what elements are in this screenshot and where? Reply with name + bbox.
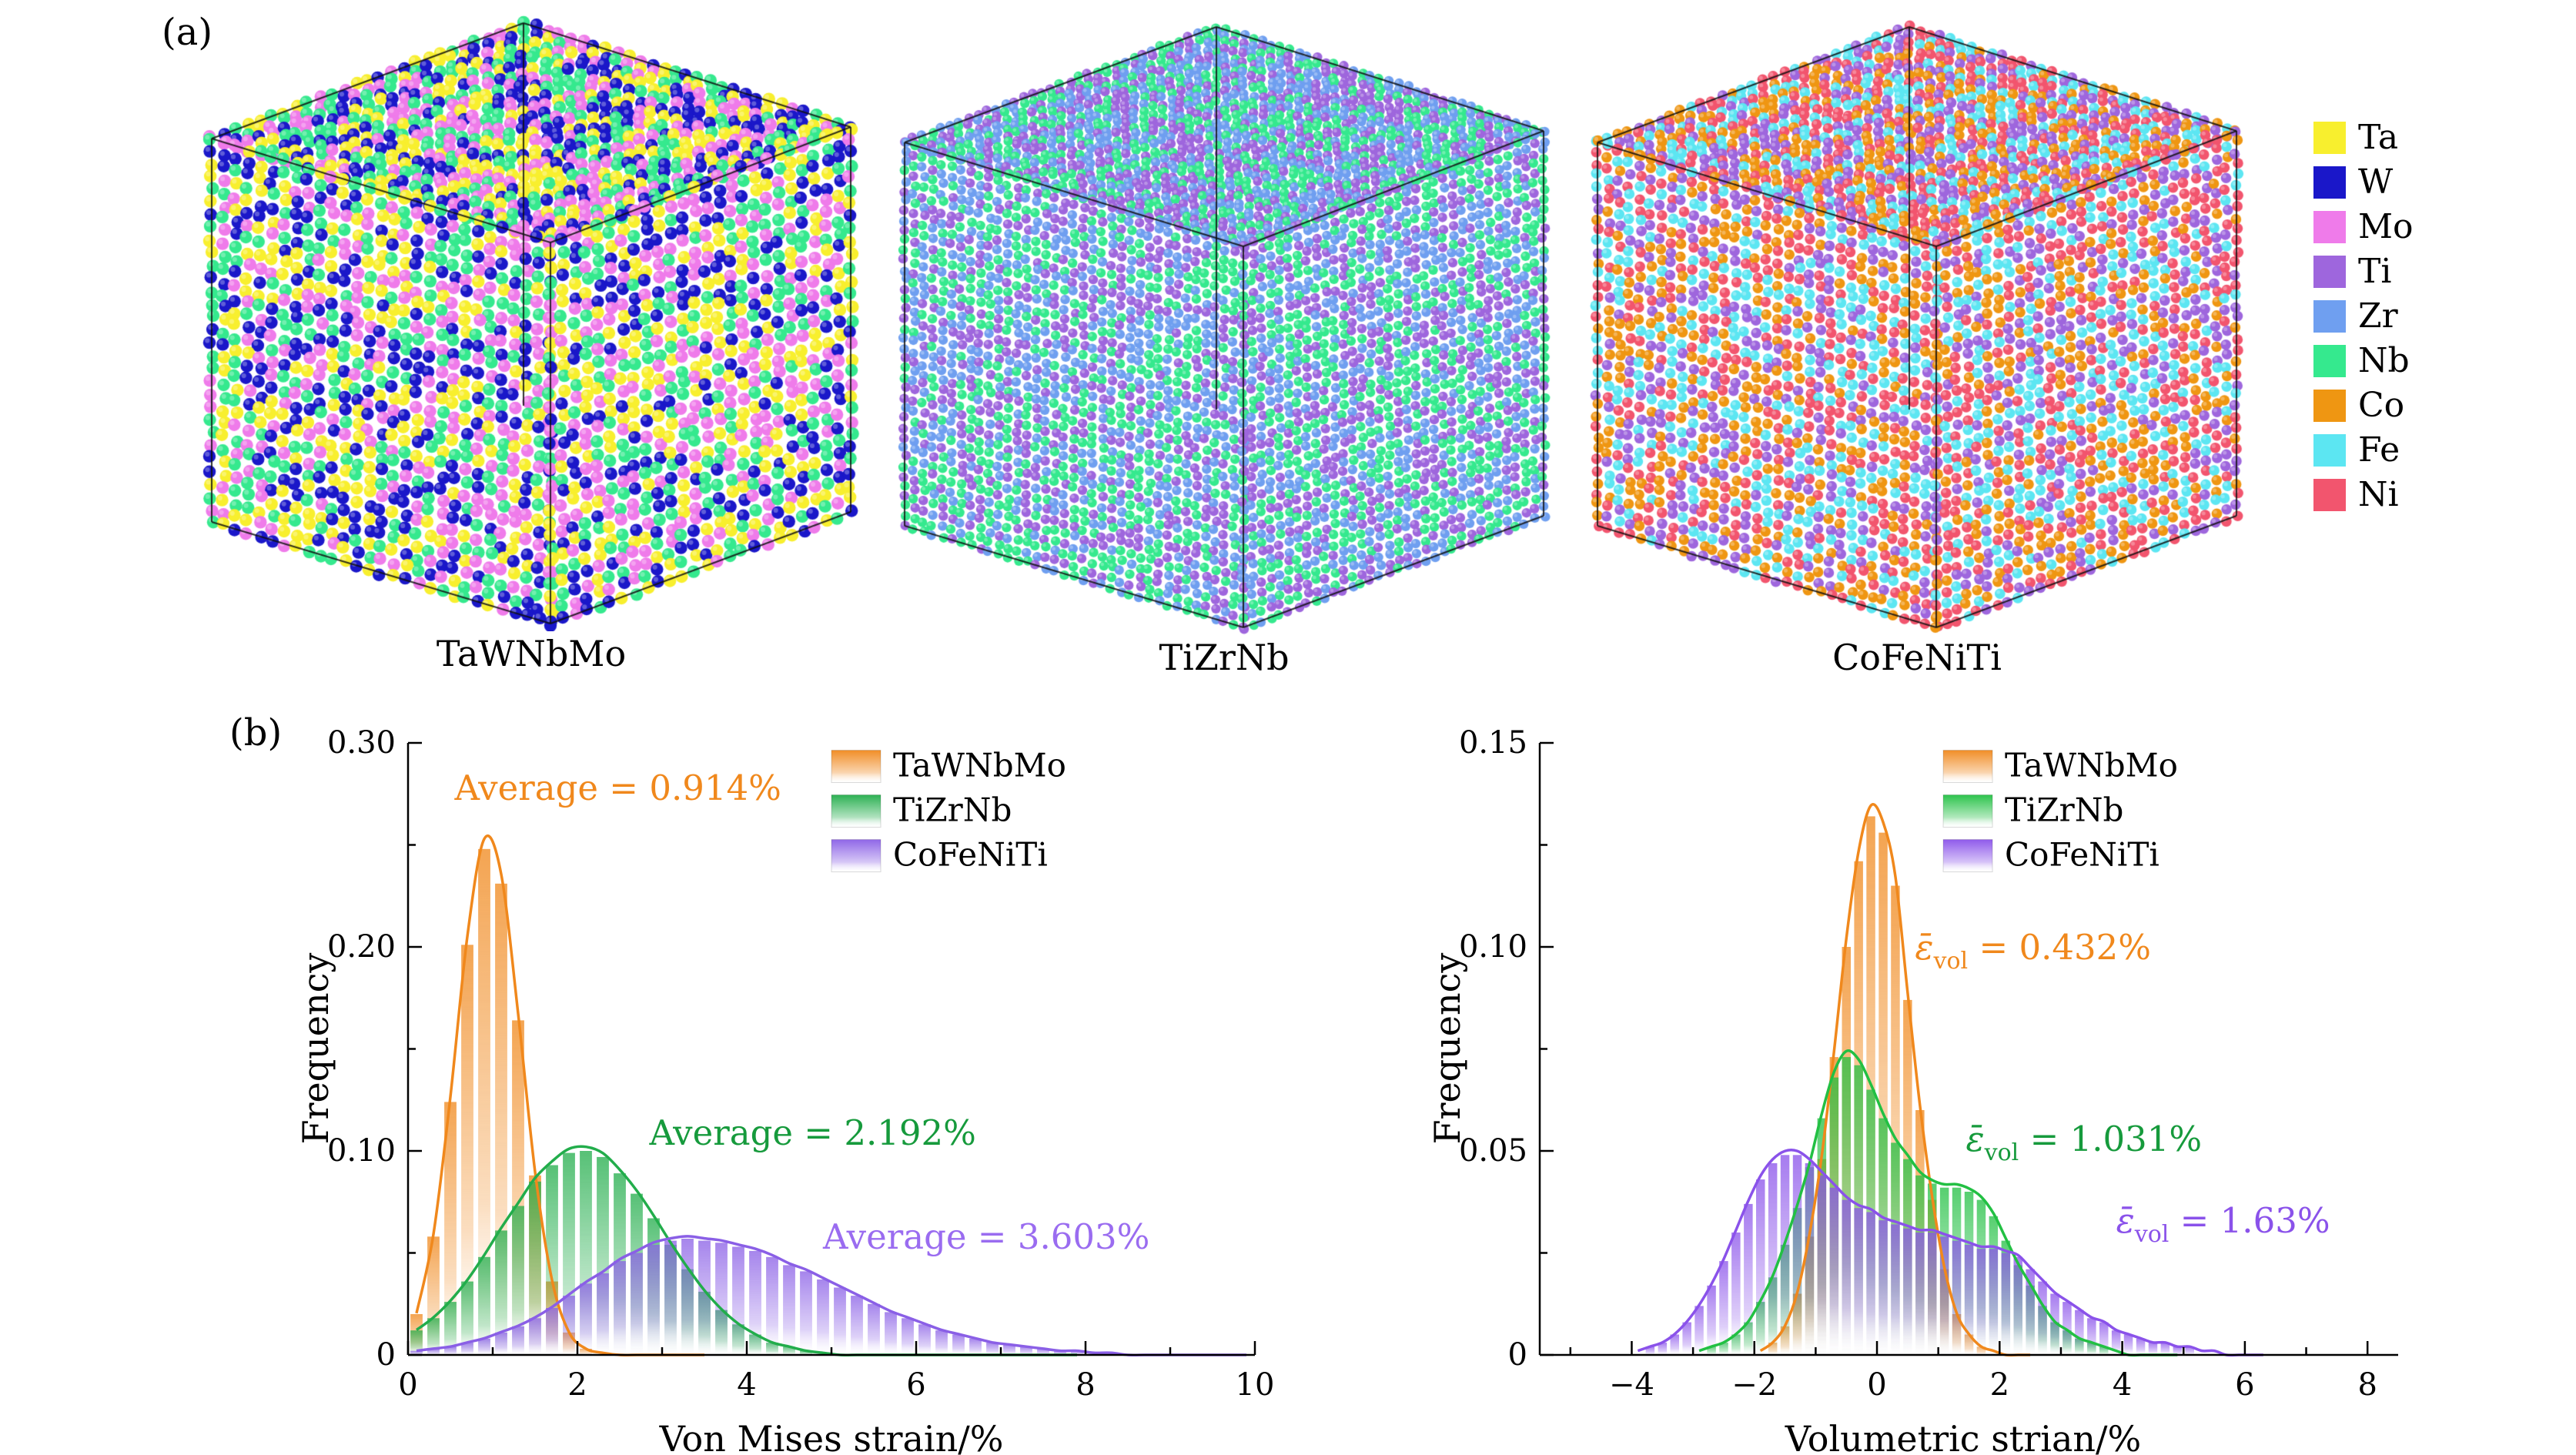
- tick-marks: [406, 741, 1256, 1356]
- element-symbol: Ta: [2358, 118, 2399, 157]
- legend-item-zr: Zr: [2313, 294, 2414, 339]
- volumetric-strain-chart: −4 −2 0 2 4 6 8 0 0.05 0.10 0.15 TaWNbMo TiZrNb CoFeN…: [1424, 716, 2441, 1455]
- distribution-curve-TaWNbMo: [415, 834, 704, 1356]
- element-symbol: Ti: [2358, 252, 2392, 291]
- x-tick-label: −4: [1609, 1367, 1654, 1403]
- tick-labels: 0 2 4 6 8 10 0 0.10 0.20 0.30: [327, 725, 1275, 1403]
- atom-box-canvas-tizrnb: [885, 12, 1563, 635]
- element-symbol: Ni: [2358, 475, 2399, 514]
- element-symbol: Fe: [2358, 430, 2400, 470]
- y-tick-label: 0.10: [1459, 929, 1527, 965]
- element-swatch-ni: [2313, 479, 2346, 511]
- element-swatch-w: [2313, 166, 2346, 199]
- element-symbol: W: [2358, 162, 2394, 202]
- x-tick-label: 2: [567, 1367, 587, 1403]
- annotation-2: Average = 3.603%: [822, 1216, 1149, 1257]
- legend-swatch-TaWNbMo: [1942, 750, 1993, 784]
- distribution-curve-TaWNbMo: [1759, 803, 2031, 1357]
- legend-item-nb: Nb: [2313, 339, 2414, 383]
- legend-label-TiZrNb: TiZrNb: [2005, 791, 2123, 829]
- legend-swatch-TaWNbMo: [831, 750, 882, 784]
- y-tick-label: 0.15: [1459, 725, 1527, 761]
- x-tick-label: −2: [1731, 1367, 1777, 1403]
- legend-swatch-CoFeNiTi: [831, 839, 882, 873]
- atom-box-tawnbmo: TaWNbMo: [192, 8, 870, 674]
- y-tick-label: 0.05: [1459, 1133, 1527, 1169]
- annotation-2: ε̄vol = 1.63%: [2116, 1200, 2330, 1248]
- chart-legend: TaWNbMo TiZrNb CoFeNiTi: [831, 747, 1066, 874]
- distribution-curve-CoFeNiTi: [1637, 1149, 2263, 1357]
- element-legend: Ta W Mo Ti Zr Nb Co Fe Ni: [2313, 115, 2414, 517]
- x-tick-label: 8: [2357, 1367, 2377, 1403]
- atom-box-canvas-cofeniti: [1578, 12, 2256, 635]
- element-symbol: Mo: [2358, 207, 2414, 246]
- legend-swatch-CoFeNiTi: [1942, 839, 1993, 873]
- x-axis-label: Von Mises strain/%: [659, 1418, 1004, 1455]
- y-axis-label: Frequency: [295, 952, 336, 1145]
- x-tick-label: 10: [1236, 1367, 1275, 1403]
- legend-label-TiZrNb: TiZrNb: [893, 791, 1012, 829]
- histogram-bars-CoFeNiTi: [1645, 1155, 2194, 1355]
- legend-swatch-TiZrNb: [831, 794, 882, 828]
- element-swatch-ti: [2313, 256, 2346, 288]
- x-tick-label: 6: [906, 1367, 925, 1403]
- von-mises-strain-chart: 0 2 4 6 8 10 0 0.10 0.20 0.30 TaWNbMo TiZrNb CoFeNiT…: [293, 716, 1309, 1455]
- distribution-curve-CoFeNiTi: [416, 1235, 1246, 1356]
- panel-b-label: (b): [229, 711, 283, 754]
- element-swatch-nb: [2313, 345, 2346, 377]
- atom-box-cofeniti: CoFeNiTi: [1578, 12, 2256, 678]
- element-swatch-co: [2313, 390, 2346, 422]
- element-symbol: Co: [2358, 386, 2405, 425]
- histogram-bars-CoFeNiTi: [410, 1239, 1083, 1356]
- x-tick-label: 0: [398, 1367, 417, 1403]
- atom-box-tizrnb: TiZrNb: [885, 12, 1563, 678]
- annotation-0: ε̄vol = 0.432%: [1915, 927, 2151, 975]
- x-tick-label: 2: [1990, 1367, 2009, 1403]
- legend-item-ta: Ta: [2313, 115, 2414, 160]
- y-tick-label: 0: [1508, 1337, 1527, 1373]
- y-tick-label: 0.10: [327, 1133, 396, 1169]
- y-tick-label: 0.20: [327, 929, 396, 965]
- element-symbol: Nb: [2358, 341, 2410, 380]
- legend-item-ti: Ti: [2313, 249, 2414, 294]
- alloy-label-tizrnb: TiZrNb: [1159, 637, 1290, 678]
- annotation-1: Average = 2.192%: [649, 1112, 976, 1153]
- x-tick-label: 6: [2235, 1367, 2254, 1403]
- alloy-label-tawnbmo: TaWNbMo: [436, 633, 627, 674]
- von-mises-strain-plot: 0 2 4 6 8 10 0 0.10 0.20 0.30 TaWNbMo TiZrNb CoFeNiT…: [327, 725, 1275, 1403]
- tick-marks: [1540, 741, 2369, 1356]
- legend-label-CoFeNiTi: CoFeNiTi: [893, 836, 1048, 874]
- y-axis-label: Frequency: [1427, 952, 1468, 1145]
- atom-box-canvas-tawnbmo: [192, 8, 870, 631]
- x-tick-label: 4: [737, 1367, 756, 1403]
- element-swatch-fe: [2313, 434, 2346, 467]
- element-symbol: Zr: [2358, 296, 2398, 336]
- legend-item-mo: Mo: [2313, 205, 2414, 249]
- volumetric-strain-plot: −4 −2 0 2 4 6 8 0 0.05 0.10 0.15 TaWNbMo TiZrNb CoFeN…: [1459, 725, 2398, 1403]
- y-tick-label: 0.30: [327, 725, 396, 761]
- element-swatch-zr: [2313, 300, 2346, 333]
- annotation-0: Average = 0.914%: [454, 768, 781, 808]
- x-tick-label: 8: [1076, 1367, 1095, 1403]
- legend-item-w: W: [2313, 160, 2414, 205]
- legend-label-TaWNbMo: TaWNbMo: [893, 747, 1066, 784]
- element-swatch-ta: [2313, 122, 2346, 154]
- annotation-1: ε̄vol = 1.031%: [1966, 1119, 2203, 1166]
- legend-item-fe: Fe: [2313, 428, 2414, 473]
- legend-swatch-TiZrNb: [1942, 794, 1993, 828]
- x-tick-label: 0: [1867, 1367, 1886, 1403]
- y-tick-label: 0: [376, 1337, 396, 1373]
- legend-label-CoFeNiTi: CoFeNiTi: [2005, 836, 2159, 874]
- distribution-curve-TiZrNb: [1698, 1049, 2178, 1357]
- chart-legend: TaWNbMo TiZrNb CoFeNiTi: [1942, 747, 2178, 874]
- x-axis-label: Volumetric strian/%: [1785, 1418, 2142, 1455]
- legend-label-TaWNbMo: TaWNbMo: [2005, 747, 2178, 784]
- legend-item-co: Co: [2313, 383, 2414, 428]
- legend-item-ni: Ni: [2313, 473, 2414, 517]
- alloy-label-cofeniti: CoFeNiTi: [1832, 637, 2002, 678]
- tick-labels: −4 −2 0 2 4 6 8 0 0.05 0.10 0.15: [1459, 725, 2377, 1403]
- element-swatch-mo: [2313, 211, 2346, 243]
- x-tick-label: 4: [2113, 1367, 2132, 1403]
